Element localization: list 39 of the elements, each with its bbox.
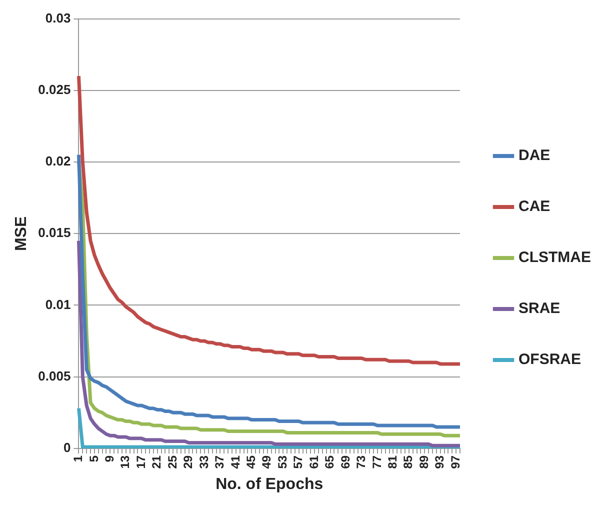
y-tick-label: 0	[63, 440, 71, 456]
legend-label: OFSRAE	[518, 351, 582, 368]
x-tick-label: 33	[196, 455, 211, 469]
x-tick-label: 5	[86, 455, 101, 462]
x-tick-label: 41	[228, 455, 242, 469]
y-tick-label: 0.02	[45, 154, 71, 169]
y-tick-label: 0.005	[38, 368, 71, 384]
legend-label: SRAE	[518, 300, 560, 318]
x-tick-label: 77	[370, 455, 384, 469]
legend-label: CLSTMAE	[518, 249, 592, 266]
y-tick-label: 0.01	[45, 296, 71, 312]
y-tick-label: 0.015	[38, 225, 71, 240]
y-tick-label: 0.025	[38, 82, 71, 97]
x-tick-label: 25	[165, 455, 180, 469]
y-axis-title: MSE	[13, 216, 30, 251]
x-tick-label: 85	[401, 455, 416, 469]
x-tick-label: 69	[338, 455, 352, 469]
x-tick-label: 97	[448, 455, 462, 469]
x-tick-label: 93	[432, 455, 447, 469]
x-tick-label: 17	[134, 455, 148, 469]
y-tick-label: 0.03	[45, 10, 71, 26]
x-tick-label: 13	[118, 455, 132, 469]
x-tick-label: 61	[306, 455, 321, 469]
x-tick-label: 53	[275, 455, 290, 469]
x-tick-label: 37	[212, 455, 227, 469]
x-tick-label: 73	[354, 455, 368, 469]
legend-label: DAE	[518, 147, 550, 164]
x-tick-label: 45	[244, 455, 258, 469]
x-tick-label: 29	[181, 455, 196, 469]
x-tick-label: 81	[385, 455, 400, 469]
x-tick-label: 49	[260, 455, 274, 469]
x-tick-label: 89	[416, 455, 431, 469]
legend-label: CAE	[518, 198, 550, 216]
x-tick-label: 21	[150, 455, 164, 469]
x-tick-label: 57	[291, 455, 306, 469]
x-tick-label: 1	[71, 455, 86, 462]
x-tick-label: 9	[102, 455, 116, 462]
x-axis-title: No. of Epochs	[216, 476, 324, 493]
x-tick-label: 65	[322, 455, 337, 469]
